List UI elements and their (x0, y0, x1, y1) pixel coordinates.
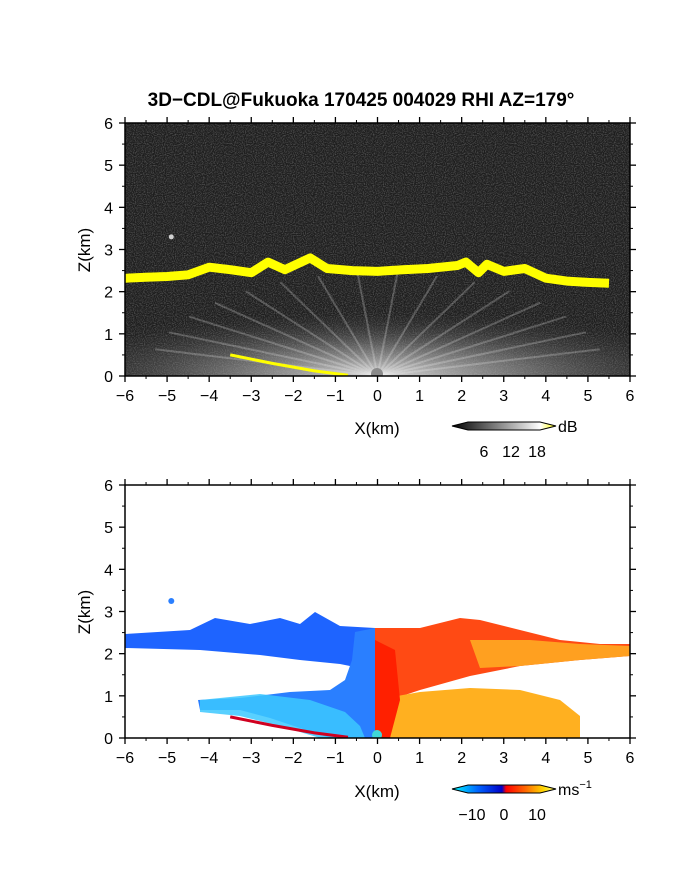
x-tick-label: −1 (326, 750, 344, 767)
x-tick-label: −6 (116, 388, 134, 405)
radial-ray (245, 290, 379, 376)
y-tick-label: 2 (104, 285, 113, 302)
x-tick-label: 3 (499, 750, 508, 767)
x-tick-label: −2 (284, 388, 302, 405)
x-tick-label: 4 (541, 750, 550, 767)
radial-ray (317, 275, 379, 376)
reflectivity-ylabel: Z(km) (75, 228, 94, 272)
reflectivity-colorbar: dB 6 12 18 (451, 419, 578, 461)
y-tick-label: 1 (104, 327, 113, 344)
x-tick-label: 4 (541, 388, 550, 405)
ground-clutter-echo (229, 353, 349, 376)
radial-ray (214, 301, 378, 376)
reflectivity-axes: −6 −5 −4 −3 −2 −1 0 1 2 3 4 5 6 0 1 2 3 4 5 6 (104, 116, 636, 405)
radial-rays (155, 272, 600, 376)
velocity-near-radial (200, 694, 365, 738)
radial-ray (376, 281, 476, 376)
x-tick-label: −4 (200, 388, 218, 405)
radial-ray (356, 272, 379, 376)
velocity-positive-core (375, 640, 400, 738)
x-tick-label: −6 (116, 750, 134, 767)
y-tick-label: 4 (104, 200, 113, 217)
radar-site (371, 368, 383, 376)
radial-ray (377, 331, 587, 376)
radial-ray (376, 272, 399, 376)
radial-ray (188, 315, 378, 376)
velocity-xlabel: X(km) (354, 782, 399, 801)
x-tick-label: −5 (158, 750, 176, 767)
colorbar-tick-label: −10 (458, 807, 485, 824)
radial-ray (377, 301, 541, 376)
x-tick-label: 3 (499, 388, 508, 405)
radial-ray (279, 281, 379, 376)
velocity-axes: −6 −5 −4 −3 −2 −1 0 1 2 3 4 5 6 0 1 2 3 4 5 6 (104, 478, 636, 767)
y-tick-label: 1 (104, 689, 113, 706)
radial-ray (376, 275, 438, 376)
y-tick-label: 6 (104, 478, 113, 495)
velocity-colorbar-unit: ms−1 (558, 779, 592, 799)
y-tick-label: 0 (104, 731, 113, 748)
x-tick-label: 0 (373, 388, 382, 405)
x-tick-label: −1 (326, 388, 344, 405)
y-tick-label: 6 (104, 116, 113, 133)
x-tick-label: −3 (242, 750, 260, 767)
velocity-colorbar: ms−1 −10 0 10 (451, 779, 592, 824)
y-tick-label: 0 (104, 369, 113, 386)
x-tick-label: 1 (415, 750, 424, 767)
echo-fan (125, 283, 630, 376)
reflectivity-colorbar-unit: dB (558, 419, 578, 436)
isolated-echo (168, 234, 174, 240)
velocity-unit-exponent: −1 (579, 779, 592, 791)
x-tick-label: 2 (457, 750, 466, 767)
radial-ray (376, 290, 510, 376)
radial-ray (377, 315, 567, 376)
x-tick-label: 5 (583, 750, 592, 767)
colorbar-tick-label: 10 (528, 807, 546, 824)
radar-site-velocity (372, 730, 382, 738)
y-tick-label: 3 (104, 243, 113, 260)
x-tick-label: −3 (242, 388, 260, 405)
colorbar-tick-label: 12 (502, 444, 520, 461)
x-tick-label: 5 (583, 388, 592, 405)
y-tick-label: 2 (104, 647, 113, 664)
chart-title: 3D−CDL@Fukuoka 170425 004029 RHI AZ=179° (148, 90, 575, 111)
y-tick-label: 3 (104, 605, 113, 622)
colorbar-tick-label: 0 (500, 807, 509, 824)
x-tick-label: 2 (457, 388, 466, 405)
x-tick-label: −4 (200, 750, 218, 767)
x-tick-label: −5 (158, 388, 176, 405)
x-tick-label: 6 (626, 388, 635, 405)
velocity-negative-band (125, 612, 375, 668)
velocity-ylabel: Z(km) (75, 590, 94, 634)
radial-ray (168, 331, 378, 376)
x-tick-label: 0 (373, 750, 382, 767)
velocity-positive-lower (375, 688, 580, 738)
velocity-positive-upper (470, 640, 630, 668)
reflectivity-xlabel: X(km) (354, 419, 399, 438)
velocity-unit-base: ms (558, 782, 579, 799)
y-tick-label: 5 (104, 520, 113, 537)
ground-clutter-velocity (229, 715, 349, 738)
x-tick-label: 6 (626, 750, 635, 767)
y-tick-label: 5 (104, 158, 113, 175)
radial-ray (377, 348, 600, 376)
cloud-top-echo (125, 253, 610, 288)
isolated-velocity-echo (168, 597, 175, 604)
y-tick-label: 4 (104, 562, 113, 579)
colorbar-tick-label: 6 (480, 444, 489, 461)
colorbar-tick-label: 18 (528, 444, 546, 461)
x-tick-label: −2 (284, 750, 302, 767)
x-tick-label: 1 (415, 388, 424, 405)
